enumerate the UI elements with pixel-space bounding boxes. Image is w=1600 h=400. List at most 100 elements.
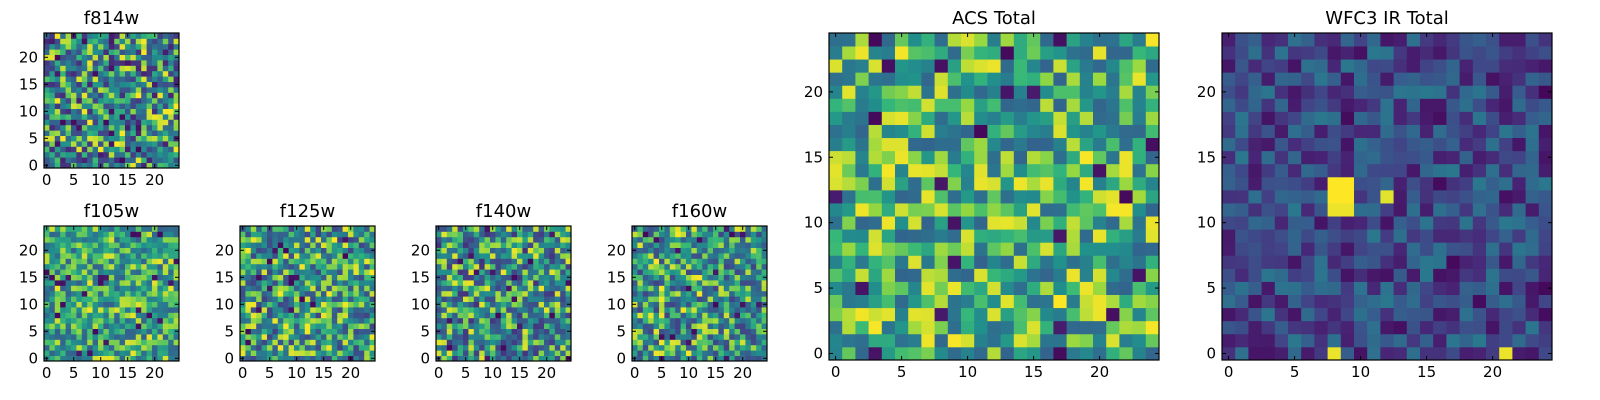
heatmap-cell bbox=[675, 350, 681, 356]
heatmap-cell bbox=[71, 38, 77, 45]
heatmap-cell bbox=[141, 269, 147, 275]
heatmap-cell bbox=[1393, 85, 1408, 99]
heatmap-cell bbox=[119, 307, 126, 313]
heatmap-cell bbox=[565, 253, 572, 259]
heatmap-cell bbox=[114, 323, 120, 329]
heatmap-cell bbox=[632, 307, 638, 313]
heatmap-cell bbox=[707, 355, 714, 362]
heatmap-cell bbox=[1314, 72, 1328, 86]
heatmap-cell bbox=[337, 339, 343, 346]
heatmap-cell bbox=[54, 108, 61, 115]
heatmap-cell bbox=[473, 334, 480, 340]
heatmap-cell bbox=[1027, 111, 1041, 125]
heatmap-cell bbox=[364, 296, 370, 302]
heatmap-cell bbox=[675, 258, 681, 265]
heatmap-cell bbox=[157, 130, 164, 136]
heatmap-cell bbox=[337, 355, 343, 362]
heatmap-cell bbox=[756, 312, 762, 319]
heatmap-cell bbox=[130, 87, 137, 93]
heatmap-cell bbox=[146, 269, 153, 275]
heatmap-cell bbox=[1288, 150, 1302, 165]
heatmap-cell bbox=[1512, 229, 1526, 243]
heatmap-cell bbox=[331, 231, 338, 238]
heatmap-cell bbox=[533, 355, 539, 362]
heatmap-cell bbox=[1040, 98, 1054, 112]
heatmap-cell bbox=[691, 301, 698, 308]
heatmap-cell bbox=[261, 236, 268, 243]
heatmap-cell bbox=[881, 137, 896, 152]
heatmap-cell bbox=[484, 350, 491, 356]
heatmap-cell bbox=[98, 124, 104, 131]
heatmap-cell bbox=[506, 317, 512, 324]
heatmap-cell bbox=[1472, 33, 1487, 47]
heatmap-cell bbox=[71, 274, 77, 281]
heatmap-cell bbox=[1446, 163, 1460, 178]
heatmap-cell bbox=[829, 137, 843, 152]
heatmap-cell bbox=[65, 38, 72, 45]
heatmap-cell bbox=[669, 301, 676, 308]
heatmap-cell bbox=[881, 33, 896, 47]
heatmap-cell bbox=[468, 236, 475, 243]
heatmap-cell bbox=[288, 317, 295, 324]
heatmap-cell bbox=[130, 290, 137, 297]
heatmap-cell bbox=[921, 203, 935, 217]
heatmap-cell bbox=[1512, 111, 1526, 125]
heatmap-cell bbox=[1486, 346, 1500, 361]
heatmap-cell bbox=[1433, 281, 1447, 295]
heatmap-cell bbox=[987, 346, 1001, 361]
heatmap-cell bbox=[141, 307, 147, 313]
heatmap-cell bbox=[114, 285, 120, 292]
heatmap-cell bbox=[240, 339, 246, 346]
heatmap-cell bbox=[49, 285, 56, 292]
heatmap-cell bbox=[135, 323, 142, 329]
heatmap-cell bbox=[659, 274, 665, 281]
heatmap-cell bbox=[637, 296, 644, 302]
heatmap-cell bbox=[92, 269, 99, 275]
heatmap-cell bbox=[1433, 85, 1447, 99]
heatmap-cell bbox=[310, 231, 316, 238]
heatmap-cell bbox=[723, 258, 730, 265]
y-tick-label: 20 bbox=[607, 241, 626, 259]
heatmap-cell bbox=[1222, 98, 1236, 112]
heatmap-cell bbox=[642, 231, 649, 238]
x-tick-label: 10 bbox=[958, 363, 977, 381]
heatmap-cell bbox=[1327, 320, 1342, 335]
heatmap-cell bbox=[707, 247, 714, 254]
heatmap-cell bbox=[696, 339, 703, 346]
heatmap-cell bbox=[141, 339, 147, 346]
heatmap-cell bbox=[81, 323, 88, 329]
heatmap-cell bbox=[256, 307, 262, 313]
heatmap-cell bbox=[162, 38, 169, 45]
heatmap-cell bbox=[723, 296, 730, 302]
heatmap-cell bbox=[125, 103, 131, 109]
heatmap-cell bbox=[92, 54, 99, 61]
heatmap-cell bbox=[60, 87, 66, 93]
heatmap-cell bbox=[718, 258, 725, 265]
heatmap-cell bbox=[702, 355, 708, 362]
heatmap-cell bbox=[1013, 137, 1028, 152]
heatmap-cell bbox=[1145, 268, 1160, 282]
heatmap-cell bbox=[250, 296, 257, 302]
y-tick-label: 20 bbox=[804, 83, 823, 101]
heatmap-cell bbox=[729, 350, 735, 356]
heatmap-cell bbox=[125, 49, 131, 55]
heatmap-cell bbox=[1472, 294, 1487, 309]
heatmap-cell bbox=[1106, 72, 1120, 86]
heatmap-cell bbox=[974, 98, 988, 112]
heatmap-cell bbox=[538, 280, 545, 286]
heatmap-cell bbox=[734, 285, 741, 292]
heatmap-cell bbox=[65, 242, 72, 248]
heatmap-cell bbox=[1525, 98, 1540, 112]
heatmap-cell bbox=[304, 263, 311, 270]
heatmap-cell bbox=[1367, 255, 1381, 269]
heatmap-cell bbox=[544, 290, 550, 297]
heatmap-cell bbox=[256, 285, 262, 292]
heatmap-cell bbox=[1327, 229, 1342, 243]
heatmap-cell bbox=[173, 344, 180, 351]
heatmap-cell bbox=[1314, 216, 1328, 230]
heatmap-cell bbox=[544, 350, 550, 356]
heatmap-cell bbox=[76, 242, 83, 248]
heatmap-cell bbox=[702, 231, 708, 238]
heatmap-cell bbox=[713, 290, 719, 297]
heatmap-cell bbox=[729, 307, 735, 313]
